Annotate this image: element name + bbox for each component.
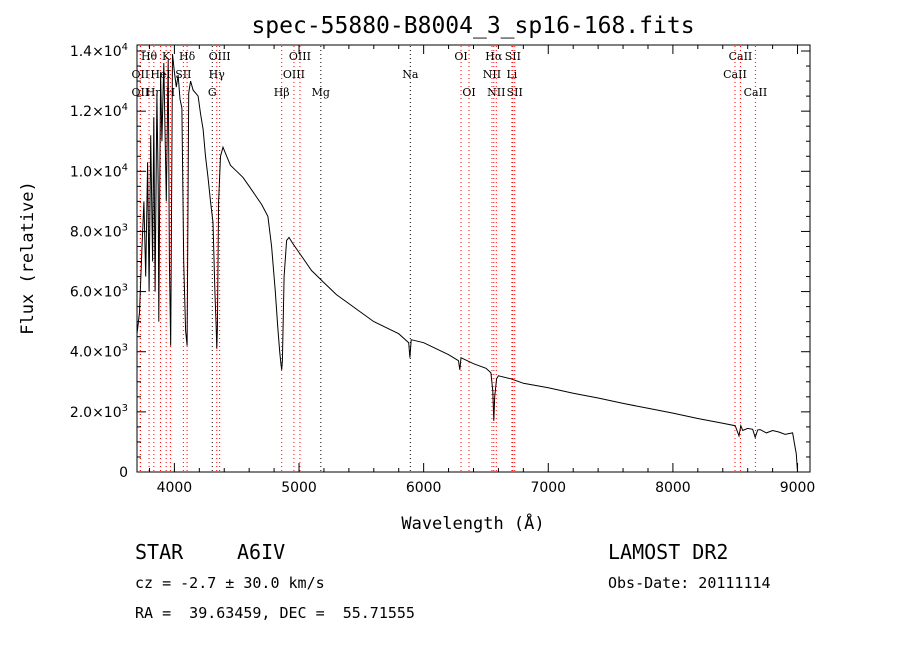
line-label: SII: [507, 86, 523, 99]
y-tick-label: 1.2×104: [70, 102, 128, 120]
line-label: OIII: [283, 68, 305, 81]
line-label: SII: [175, 68, 191, 81]
line-label: CaII: [723, 68, 747, 81]
line-label: Mg: [312, 86, 330, 99]
line-label: OI: [454, 50, 467, 63]
redshift-text: cz = -2.7 ± 30.0 km/s: [135, 574, 325, 592]
obs-date-text: Obs-Date: 20111114: [608, 574, 771, 592]
class-label: STAR: [135, 540, 184, 564]
line-label: G: [208, 86, 217, 99]
x-tick-label: 8000: [655, 480, 691, 496]
line-label: Hβ: [274, 86, 290, 99]
line-label: CaII: [744, 86, 768, 99]
subclass-label: A6IV: [237, 540, 286, 564]
x-axis-label: Wavelength (Å): [401, 512, 544, 534]
x-tick-label: 6000: [406, 480, 442, 496]
y-tick-label: 6.0×103: [70, 283, 128, 301]
line-label: OII: [132, 68, 150, 81]
y-tick-label: 0: [119, 465, 128, 481]
line-label: OIII: [209, 50, 231, 63]
line-label: NII: [483, 68, 501, 81]
line-label: OI: [462, 86, 475, 99]
line-label: SII: [505, 50, 521, 63]
line-label: Li: [506, 68, 517, 81]
x-tick-label: 4000: [157, 480, 193, 496]
spectrum-line: [136, 53, 798, 473]
y-axis-label: Flux (relative): [18, 181, 38, 335]
y-tick-label: 1.0×104: [70, 162, 128, 180]
chart-title: spec-55880-B8004_3_sp16-168.fits: [251, 13, 694, 39]
line-label: Hα: [485, 50, 503, 63]
y-axis: 0 2.0×103 4.0×103 6.0×103 8.0×103 1.0×104 1.2×…: [70, 42, 810, 481]
line-label: CaII: [729, 50, 753, 63]
y-tick-label: 8.0×103: [70, 222, 128, 240]
x-tick-label: 5000: [281, 480, 317, 496]
y-tick-label: 1.4×104: [70, 42, 128, 60]
line-label: Na: [402, 68, 419, 81]
plot-frame: [136, 44, 811, 473]
x-axis: 4000 5000 6000 7000 8000 9000: [148, 45, 816, 496]
line-label: Hθ: [141, 50, 158, 63]
line-label: Hη: [146, 86, 162, 99]
x-tick-label: 9000: [780, 480, 816, 496]
x-tick-label: 7000: [530, 480, 566, 496]
y-tick-label: 2.0×103: [70, 403, 128, 421]
line-label: NII: [487, 86, 505, 99]
y-tick-label: 4.0×103: [70, 343, 128, 361]
line-label: OIII: [289, 50, 311, 63]
coordinates-text: RA = 39.63459, DEC = 55.71555: [135, 604, 415, 622]
line-label: H: [166, 86, 176, 99]
survey-label: LAMOST DR2: [608, 540, 729, 564]
line-label: K: [162, 50, 171, 63]
spectral-line-markers: [139, 46, 756, 471]
line-label: OII: [132, 86, 150, 99]
line-label: Hγ: [209, 68, 226, 81]
line-label: Hδ: [179, 50, 196, 63]
